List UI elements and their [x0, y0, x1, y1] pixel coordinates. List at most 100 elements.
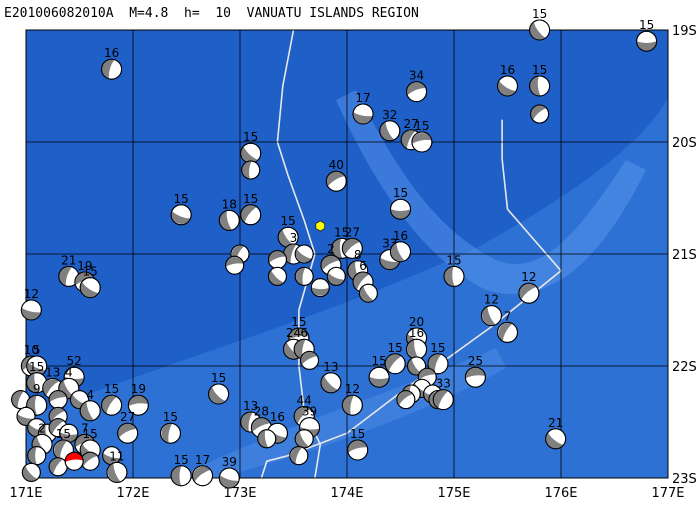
focal-mechanism-beachball[interactable]: 15	[79, 265, 101, 299]
event-depth-label: 25	[468, 354, 483, 368]
focal-mechanism-beachball[interactable]: 16	[390, 229, 411, 263]
focal-mechanism-beachball[interactable]	[530, 104, 550, 124]
focal-mechanism-beachball[interactable]: 15	[384, 341, 406, 375]
focal-mechanism-beachball[interactable]	[225, 255, 245, 275]
event-depth-label: 13	[45, 365, 60, 379]
focal-mechanism-beachball[interactable]: 4	[79, 388, 101, 422]
event-depth-label: 16	[409, 326, 424, 340]
focal-mechanism-beachball[interactable]	[21, 462, 41, 482]
focal-mechanism-beachball[interactable]: 11	[106, 449, 128, 483]
focal-mechanism-beachball[interactable]: 15	[240, 192, 262, 226]
event-depth-label: 7	[81, 421, 89, 435]
focal-mechanism-beachball[interactable]	[80, 451, 100, 471]
focal-mechanism-beachball[interactable]: 39	[218, 455, 240, 489]
focal-mechanism-beachball[interactable]: 15	[101, 382, 123, 416]
focal-mechanism-beachball[interactable]: 40	[325, 158, 347, 192]
focal-mechanism-beachball[interactable]: 17	[192, 453, 214, 487]
focal-mechanism-beachball[interactable]	[257, 429, 277, 449]
focal-mechanism-beachball[interactable]	[300, 350, 320, 370]
focal-mechanism-beachball[interactable]	[102, 446, 122, 466]
focal-mechanism-beachball[interactable]	[27, 446, 47, 466]
focal-mechanism-beachball[interactable]: 25	[464, 354, 486, 388]
focal-mechanism-beachball[interactable]: 13	[320, 360, 342, 394]
focal-mechanism-beachball[interactable]: 15	[529, 63, 551, 97]
event-depth-label: 15	[388, 341, 403, 355]
focal-mechanism-beachball[interactable]: 15	[277, 214, 299, 248]
focal-mechanism-beachball[interactable]: 33	[432, 377, 454, 411]
focal-mechanism-beachball[interactable]: 15	[368, 354, 390, 388]
focal-mechanism-beachball[interactable]: 15	[159, 410, 181, 444]
focal-mechanism-beachball[interactable]: 12	[480, 293, 502, 327]
event-depth-label: 34	[409, 69, 424, 83]
event-depth-label: 15	[291, 315, 306, 329]
event-depth-label: 12	[521, 270, 536, 284]
focal-mechanism-beachball[interactable]	[294, 266, 314, 286]
focal-mechanism-beachball[interactable]	[241, 160, 261, 180]
focal-mechanism-beachball[interactable]: 15	[240, 130, 262, 164]
focal-mechanism-beachball[interactable]	[48, 390, 68, 410]
focal-mechanism-beachball[interactable]	[267, 266, 287, 286]
focal-mechanism-beachball[interactable]	[294, 429, 314, 449]
event-depth-label: 15	[243, 130, 258, 144]
focal-mechanism-beachball[interactable]: 15	[26, 360, 48, 394]
focal-mechanism-beachball[interactable]: 15	[208, 371, 230, 405]
focal-mechanism-beachball[interactable]	[267, 250, 287, 270]
focal-mechanism-beachball[interactable]: 12	[341, 382, 363, 416]
focal-mechanism-beachball[interactable]	[358, 283, 378, 303]
event-depth-label: 27	[404, 117, 419, 131]
focal-mechanism-beachball[interactable]: 15	[636, 18, 658, 52]
event-depth-label: 28	[254, 405, 269, 419]
focal-mechanism-beachball[interactable]: 19	[127, 382, 149, 416]
event-depth-label: 8	[354, 248, 362, 262]
event-depth-label: 15	[83, 427, 98, 441]
event-depth-label: 15	[532, 63, 547, 77]
event-depth-label: 5	[33, 343, 41, 357]
latitude-label: 19S	[672, 24, 697, 39]
focal-mechanism-beachball[interactable]: 17	[352, 91, 374, 125]
event-depth-label: 13	[243, 399, 258, 413]
focal-mechanism-beachball[interactable]: 15	[170, 192, 192, 226]
event-depth-label: 27	[345, 225, 360, 239]
focal-mechanism-beachball[interactable]	[289, 446, 309, 466]
focal-mechanism-beachball[interactable]: 15	[347, 427, 369, 461]
focal-mechanism-beachball[interactable]: 15	[443, 253, 465, 287]
event-depth-label: 17	[195, 453, 210, 467]
focal-mechanism-beachball[interactable]: 15	[427, 341, 449, 375]
event-depth-label: 2	[38, 421, 46, 435]
focal-mechanism-beachball[interactable]: 16	[406, 326, 428, 360]
epicenter-marker	[315, 220, 325, 232]
event-depth-label: 15	[446, 253, 461, 267]
focal-mechanism-beachball[interactable]	[326, 266, 346, 286]
focal-mechanism-beachball[interactable]: 7	[497, 309, 518, 343]
focal-mechanism-beachball[interactable]: 12	[20, 287, 42, 321]
event-depth-label: 16	[500, 63, 515, 77]
focal-mechanism-beachball[interactable]	[294, 244, 314, 264]
focal-mechanism-beachball[interactable]: 21	[545, 416, 567, 450]
focal-mechanism-beachball[interactable]: 18	[218, 197, 240, 231]
focal-mechanism-beachball[interactable]	[396, 390, 416, 410]
event-depth-label: 15	[350, 427, 365, 441]
focal-mechanism-beachball[interactable]: 15	[411, 119, 433, 153]
focal-mechanism-beachball[interactable]: 15	[529, 7, 551, 41]
event-depth-label: 6	[300, 326, 308, 340]
focal-mechanism-beachball[interactable]	[407, 356, 427, 376]
event-depth-label: 16	[393, 229, 408, 243]
focal-mechanism-beachball[interactable]: 21	[58, 253, 80, 287]
focal-mechanism-beachball[interactable]: 16	[497, 63, 518, 97]
focal-mechanism-beachball[interactable]	[64, 451, 84, 471]
focal-mechanism-beachball[interactable]	[48, 457, 68, 477]
focal-mechanism-beachball[interactable]: 27	[341, 225, 363, 259]
focal-mechanism-beachball[interactable]: 15	[170, 453, 192, 487]
focal-mechanism-beachball[interactable]: 15	[390, 186, 411, 220]
longitude-label: 173E	[223, 486, 256, 501]
focal-mechanism-beachball[interactable]: 16	[101, 46, 123, 80]
map-frame	[25, 29, 669, 479]
focal-mechanism-beachball[interactable]: 32	[379, 108, 401, 142]
event-depth-label: 19	[131, 382, 146, 396]
event-depth-label: 15	[243, 192, 258, 206]
event-depth-label: 18	[222, 197, 237, 211]
focal-mechanism-beachball[interactable]	[310, 278, 330, 298]
focal-mechanism-beachball[interactable]: 12	[518, 270, 540, 304]
focal-mechanism-beachball[interactable]: 27	[117, 410, 139, 444]
focal-mechanism-beachball[interactable]: 34	[406, 69, 428, 103]
